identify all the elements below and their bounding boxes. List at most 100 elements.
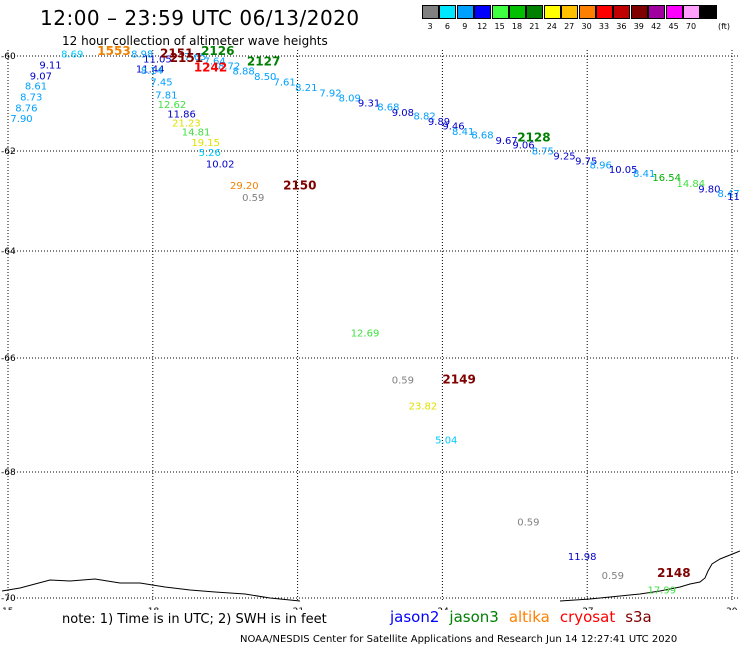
wave-height-value: 17.99 (648, 586, 677, 597)
satellite-label-s3a: s3a (625, 608, 652, 626)
wave-height-value: 7.61 (273, 77, 295, 88)
legend-label: 27 (564, 22, 575, 31)
cycle-number: 2126 (201, 44, 234, 58)
cycle-number: 2150 (283, 179, 316, 193)
footer-credit: NOAA/NESDIS Center for Satellite Applica… (240, 634, 678, 645)
cycle-number: 1242 (194, 61, 227, 75)
legend-swatch (700, 5, 718, 19)
cycle-number: 2128 (517, 131, 550, 145)
wave-height-value: 0.59 (517, 518, 539, 529)
wave-height-value: 7.65 (184, 52, 206, 63)
legend-swatch (422, 5, 439, 19)
wave-height-value: 14.84 (676, 179, 705, 190)
coastline-east (559, 550, 740, 602)
latitude-label: -68 (1, 468, 16, 478)
wave-height-value: 8.82 (413, 112, 435, 123)
note-text: note: 1) Time is in UTC; 2) SWH is in fe… (62, 612, 327, 627)
cycle-number: 2151 (170, 51, 203, 65)
wave-height-value: 8.96 (590, 161, 612, 172)
wave-height-value: 8.98 (131, 49, 153, 60)
legend-label: 33 (598, 22, 610, 31)
wave-height-value: 10.05 (609, 165, 638, 176)
legend-label: 42 (651, 22, 662, 31)
wave-height-value: 9.67 (495, 136, 517, 147)
wave-height-value: 12.62 (158, 100, 187, 111)
wave-height-value: 9.11 (39, 60, 61, 71)
wave-height-value: 9.07 (30, 71, 52, 82)
wave-height-value: 0.59 (602, 571, 624, 582)
wave-height-value: 8.72 (218, 61, 240, 72)
legend-swatch (509, 5, 526, 19)
cycle-number: 2151 (160, 46, 193, 60)
wave-height-value: 9.75 (575, 157, 597, 168)
wave-height-value: 8.75 (532, 147, 554, 158)
legend-swatch (526, 5, 544, 19)
legend-swatch (613, 5, 631, 19)
legend-label: 12 (477, 22, 488, 31)
legend-label: 39 (633, 22, 644, 31)
wave-height-value: 9.89 (428, 117, 450, 128)
wave-height-value: 8.73 (20, 93, 42, 104)
legend-swatch (630, 5, 648, 19)
wave-height-value: 23.82 (409, 401, 438, 412)
cycle-number: 2149 (442, 373, 475, 387)
legend-label: 45 (668, 22, 679, 31)
legend-unit: (ft) (718, 22, 731, 31)
wave-height-value: 19.15 (191, 138, 220, 149)
latitude-label: -64 (1, 247, 16, 257)
wave-height-value: 7.92 (319, 88, 341, 99)
longitude-label: 27 (582, 607, 593, 610)
legend-swatch (491, 5, 509, 19)
graticule (7, 50, 740, 600)
wave-height-value: 11.98 (568, 552, 597, 563)
wave-height-value: 8.41 (633, 169, 655, 180)
wave-height-value: 7.45 (150, 77, 172, 88)
coastline-west (1, 578, 301, 602)
wave-height-value: 8.21 (295, 83, 317, 94)
map-labels: 15 18 21 24 27 30 -60 -62 -64 -66 -68 -70 (1, 52, 738, 610)
cycle-number: 2148 (657, 566, 690, 580)
satellite-label-cryosat: cryosat (559, 608, 616, 626)
legend-swatch (683, 5, 700, 19)
wave-height-value: 8.61 (25, 82, 47, 93)
legend-label: 24 (546, 22, 557, 31)
wave-height-value: 10.02 (206, 160, 235, 171)
longitude-label: 15 (2, 607, 13, 610)
wave-height-value: 9.08 (392, 108, 414, 119)
wave-height-value: 7.64 (203, 57, 225, 68)
wave-height-value: 21.23 (172, 118, 201, 129)
wave-height-value: 8.14 (141, 66, 163, 77)
wave-height-value: 8.88 (232, 67, 254, 78)
wave-height-value: 12.69 (351, 329, 380, 340)
legend-label: 3 (427, 22, 433, 31)
map-subtitle: 12 hour collection of altimeter wave hei… (62, 34, 328, 48)
satellite-label-jason3: jason3 (449, 608, 499, 626)
legend-swatch (596, 5, 613, 19)
map-title: 12:00 – 23:59 UTC 06/13/2020 (40, 6, 360, 30)
latitude-label: -66 (1, 354, 16, 364)
legend-swatch (543, 5, 561, 19)
legend-label: 18 (511, 22, 523, 31)
longitude-label: 30 (726, 607, 738, 610)
latitude-label: -70 (1, 594, 16, 604)
legend-label: 6 (444, 22, 450, 31)
wave-height-value: 8.68 (471, 131, 493, 142)
wave-height-value: 14.81 (182, 127, 211, 138)
coastline (1, 550, 740, 602)
legend-swatch (474, 5, 492, 19)
satellite-label-jason2: jason2 (390, 608, 440, 626)
wave-height-value: 9.25 (553, 152, 575, 163)
wave-height-value: 8.76 (15, 104, 37, 115)
longitude-label: 21 (293, 607, 304, 610)
latitude-label: -62 (1, 147, 16, 157)
wave-height-value: 8.09 (339, 94, 361, 105)
wave-height-value: 8.50 (254, 72, 276, 83)
legend-label: 70 (685, 22, 697, 31)
wave-height-value: 9.80 (698, 185, 720, 196)
legend-swatch (665, 5, 683, 19)
longitude-label: 18 (148, 607, 160, 610)
legend-swatch (648, 5, 666, 19)
cycle-number: 2127 (247, 55, 280, 69)
